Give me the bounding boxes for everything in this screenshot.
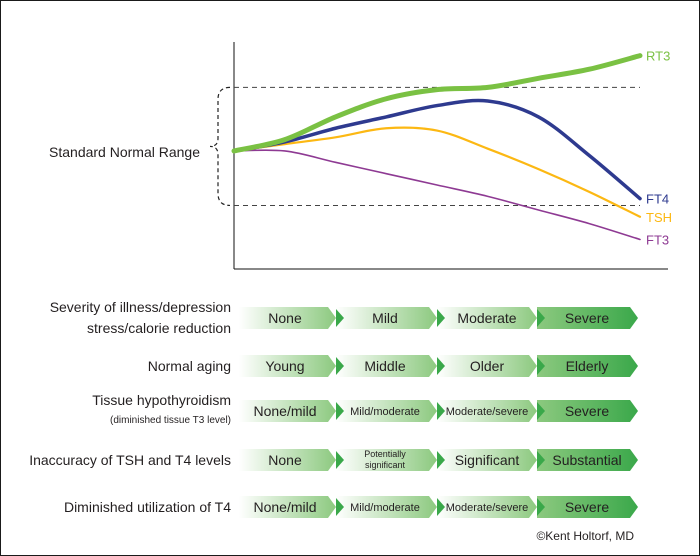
scale-step-label: Moderate	[457, 310, 516, 326]
series-line-rt3	[231, 53, 643, 154]
scale-step-bar-2	[336, 307, 437, 329]
normal-range-group: Standard Normal Range	[49, 86, 640, 207]
scale-step-label: Middle	[364, 358, 405, 374]
scale-step-bar-1	[239, 400, 336, 422]
scale-step-bar-2	[336, 355, 437, 377]
scale-row-label: Tissue hypothyroidism	[92, 392, 231, 408]
scale-step-label: None	[268, 310, 302, 326]
scale-step-chevron	[537, 357, 545, 375]
scale-step-label: None/mild	[253, 499, 316, 515]
scale-step-label: Older	[470, 358, 505, 374]
scale-step-label: Severe	[565, 310, 610, 326]
scale-step-chevron	[537, 498, 545, 516]
scale-step-label: Young	[265, 358, 304, 374]
scale-step-label: None	[268, 452, 302, 468]
scale-step-bar-4	[537, 496, 638, 518]
scale-step-chevron	[437, 498, 445, 516]
scale-step-label: Potentially	[364, 449, 406, 459]
scale-row-label: Diminished utilization of T4	[64, 499, 231, 515]
scale-step-bar-4	[537, 307, 638, 329]
scale-step-label: Severe	[565, 499, 610, 515]
scale-step-label: Moderate/severe	[446, 406, 529, 418]
scale-row-1: Severity of illness/depression stress/cal…	[50, 299, 638, 336]
scale-row-label: stress/calorie reduction	[87, 320, 231, 336]
scale-row-4: Inaccuracy of TSH and T4 levels None Poten…	[29, 449, 638, 471]
scale-step-chevron	[537, 309, 545, 327]
scale-step-label: Moderate/severe	[446, 502, 529, 514]
scale-step-label: None/mild	[253, 403, 316, 419]
scale-row-label: Severity of illness/depression	[50, 299, 231, 315]
scale-step-chevron	[437, 357, 445, 375]
scale-row-label: Normal aging	[148, 358, 231, 374]
scale-step-bar-3	[437, 400, 537, 422]
scale-row-3: Tissue hypothyroidism (diminished tissue …	[92, 392, 638, 426]
scale-step-bar-4	[537, 400, 638, 422]
scale-step-chevron	[437, 402, 445, 420]
scale-step-bar-3	[437, 307, 537, 329]
scale-step-chevron	[537, 451, 545, 469]
scale-row-label: Inaccuracy of TSH and T4 levels	[29, 452, 231, 468]
scale-step-chevron	[437, 451, 445, 469]
scale-step-bar-2	[336, 400, 437, 422]
series-label-ft3: FT3	[646, 232, 669, 247]
scale-step-bar-2	[336, 449, 437, 471]
series-line-tsh	[232, 126, 642, 218]
normal-range-label: Standard Normal Range	[49, 144, 200, 160]
scale-step-label: Significant	[455, 452, 520, 468]
scale-step-bar-1	[239, 449, 336, 471]
scale-step-bar-1	[239, 496, 336, 518]
scale-step-bar-4	[537, 355, 638, 377]
series-label-rt3: RT3	[646, 49, 670, 64]
scale-row-5: Diminished utilization of T4 None/mild Mil…	[64, 496, 638, 518]
scale-step-label: significant	[365, 460, 406, 470]
normal-range-brace	[209, 86, 231, 207]
scale-row-2: Normal aging Young Middle Older Elderly	[148, 355, 638, 377]
scale-step-label: Severe	[565, 403, 610, 419]
scale-step-chevron	[336, 309, 344, 327]
scale-step-label: Mild	[372, 310, 398, 326]
scale-step-bar-1	[239, 355, 336, 377]
scale-step-bar-2	[336, 496, 437, 518]
scale-step-chevron	[437, 309, 445, 327]
scale-step-chevron	[336, 402, 344, 420]
copyright: ©Kent Holtorf, MD	[536, 529, 634, 543]
scale-step-chevron	[336, 498, 344, 516]
scale-step-bar-4	[537, 449, 638, 471]
scale-step-bar-3	[437, 355, 537, 377]
series-line-ft3	[233, 149, 641, 241]
severity-scales: Severity of illness/depression stress/cal…	[29, 299, 638, 518]
scale-step-bar-3	[437, 449, 537, 471]
scale-step-chevron	[336, 451, 344, 469]
scale-row-subnote: (diminished tissue T3 level)	[110, 415, 231, 426]
scale-step-bar-3	[437, 496, 537, 518]
scale-step-chevron	[336, 357, 344, 375]
scale-step-chevron	[537, 402, 545, 420]
scale-step-bar-1	[239, 307, 336, 329]
series-line-ft4	[232, 98, 642, 201]
series-label-ft4: FT4	[646, 192, 669, 207]
scale-step-label: Substantial	[552, 452, 621, 468]
series-label-tsh: TSH	[646, 210, 672, 225]
series-group: FT3 TSH FT4 RT3	[231, 49, 672, 247]
scale-step-label: Mild/moderate	[350, 406, 420, 418]
scale-step-label: Mild/moderate	[350, 502, 420, 514]
scale-step-label: Elderly	[566, 358, 609, 374]
